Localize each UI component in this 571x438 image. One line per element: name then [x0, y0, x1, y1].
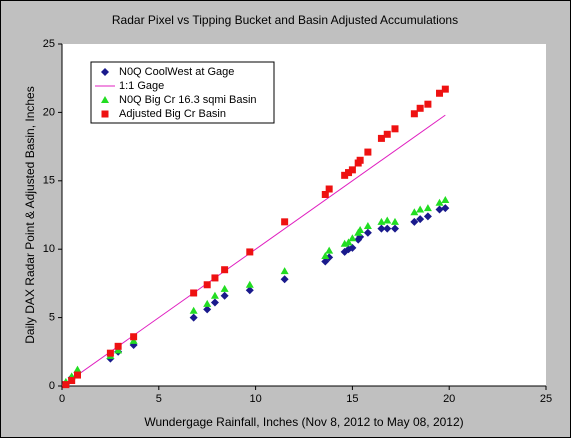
marker-diamond — [245, 286, 254, 295]
marker-triangle — [441, 195, 450, 203]
marker-diamond — [390, 224, 399, 233]
marker-triangle — [390, 217, 399, 225]
marker-square — [246, 248, 254, 256]
legend-box — [90, 61, 275, 124]
y-tick-label: 10 — [43, 243, 55, 255]
marker-triangle — [377, 217, 386, 225]
marker-triangle — [416, 205, 425, 213]
chart-title: Radar Pixel vs Tipping Bucket and Basin … — [112, 13, 458, 27]
marker-triangle — [73, 365, 82, 373]
marker-triangle — [344, 238, 353, 246]
marker-square — [441, 85, 449, 93]
legend-label: N0Q Big Cr 16.3 sqmi Basin — [119, 94, 257, 106]
marker-square — [101, 110, 109, 118]
marker-triangle — [363, 221, 372, 229]
marker-square — [73, 371, 81, 379]
x-tick-label: 15 — [346, 393, 358, 405]
marker-triangle — [410, 208, 419, 216]
y-tick-label: 15 — [43, 175, 55, 187]
x-tick-label: 20 — [443, 393, 455, 405]
marker-triangle — [321, 252, 330, 260]
marker-triangle — [129, 336, 138, 344]
marker-square — [348, 166, 356, 174]
marker-diamond — [377, 224, 386, 233]
legend-label: Adjusted Big Cr Basin — [119, 108, 226, 120]
marker-triangle — [101, 96, 109, 103]
y-tick-label: 20 — [43, 106, 55, 118]
marker-triangle — [203, 299, 212, 307]
marker-diamond — [203, 305, 212, 314]
marker-square — [424, 100, 432, 108]
marker-square — [364, 148, 372, 156]
marker-diamond — [410, 217, 419, 226]
marker-triangle — [280, 267, 289, 275]
marker-square — [436, 89, 444, 97]
marker-triangle — [220, 284, 229, 292]
y-tick-label: 25 — [43, 38, 55, 50]
y-tick-label: 0 — [49, 380, 55, 392]
marker-square — [345, 169, 353, 177]
marker-triangle — [114, 346, 123, 354]
marker-diamond — [220, 291, 229, 300]
marker-square — [130, 333, 138, 341]
marker-diamond — [189, 313, 198, 322]
marker-diamond — [280, 275, 289, 284]
marker-triangle — [356, 226, 365, 234]
x-tick-label: 10 — [249, 393, 261, 405]
marker-diamond — [210, 298, 219, 307]
legend-label: N0Q CoolWest at Gage — [119, 66, 234, 78]
marker-diamond — [383, 224, 392, 233]
marker-triangle — [348, 234, 357, 242]
marker-triangle — [245, 280, 254, 288]
legend-label: 1:1 Gage — [119, 80, 164, 92]
marker-square — [281, 218, 289, 226]
x-tick-label: 5 — [156, 393, 162, 405]
marker-triangle — [189, 306, 198, 314]
marker-square — [341, 171, 349, 179]
marker-square — [377, 134, 385, 142]
marker-diamond — [363, 228, 372, 237]
y-tick-label: 5 — [49, 312, 55, 324]
marker-square — [190, 289, 198, 297]
marker-square — [410, 110, 418, 118]
marker-triangle — [383, 216, 392, 224]
marker-square — [62, 381, 70, 389]
marker-triangle — [423, 204, 432, 212]
marker-square — [114, 342, 122, 350]
x-tick-label: 0 — [59, 393, 65, 405]
marker-square — [68, 377, 76, 385]
marker-square — [221, 266, 229, 274]
x-tick-label: 25 — [540, 393, 552, 405]
marker-diamond — [101, 68, 109, 76]
marker-square — [391, 125, 399, 133]
marker-square — [325, 185, 333, 193]
marker-diamond — [435, 205, 444, 214]
marker-square — [203, 281, 211, 289]
y-axis-label: Daily DAX Radar Point & Adjusted Basin, … — [23, 86, 37, 343]
marker-square — [211, 274, 219, 282]
marker-triangle — [210, 291, 219, 299]
marker-square — [416, 104, 424, 112]
marker-diamond — [423, 212, 432, 221]
marker-triangle — [435, 198, 444, 206]
reference-line — [61, 114, 446, 387]
marker-square — [383, 130, 391, 138]
marker-diamond — [441, 204, 450, 213]
x-axis-label: Wundergage Rainfall, Inches (Nov 8, 2012… — [144, 415, 463, 429]
marker-square — [106, 349, 114, 357]
marker-diamond — [348, 243, 357, 252]
marker-square — [321, 190, 329, 198]
marker-triangle — [325, 246, 334, 254]
marker-diamond — [416, 215, 425, 224]
marker-square — [356, 156, 364, 164]
